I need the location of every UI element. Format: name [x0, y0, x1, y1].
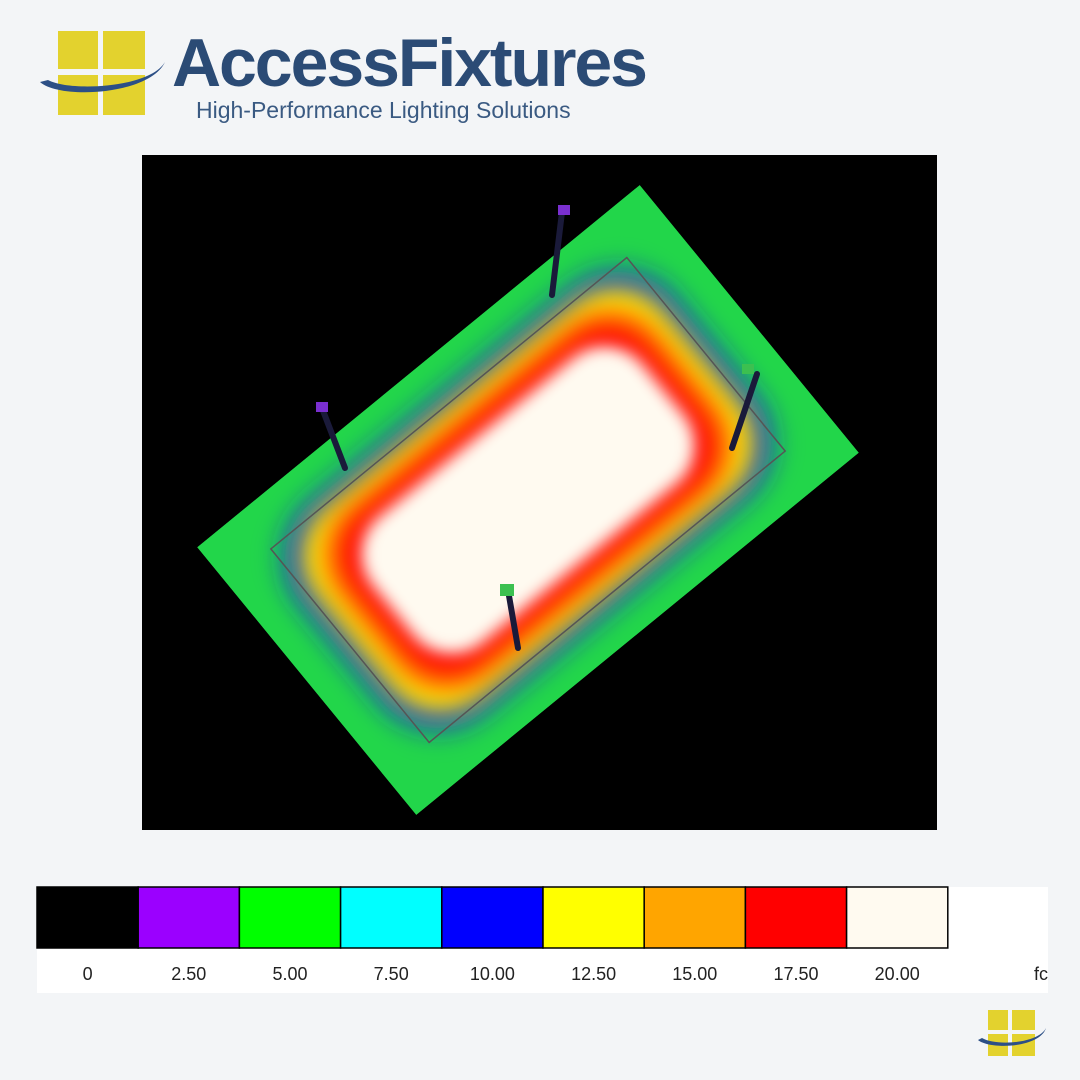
legend-label: 17.50	[773, 964, 818, 984]
legend-label: 12.50	[571, 964, 616, 984]
small-logo	[978, 1010, 1046, 1056]
legend: 0 2.50 5.00 7.50 10.00 12.50 15.00 17.50 20.00	[36, 886, 949, 984]
legend-swatch	[339, 886, 443, 949]
legend-swatch	[137, 886, 241, 949]
legend-unit: fc	[1034, 964, 1048, 984]
legend-label: 20.00	[875, 964, 920, 984]
legend-swatch	[36, 886, 139, 949]
legend-label: 2.50	[171, 964, 206, 984]
logo	[40, 31, 165, 115]
legend-swatch	[744, 886, 848, 949]
legend-swatch	[542, 886, 645, 949]
tagline: High-Performance Lighting Solutions	[196, 97, 571, 123]
legend-swatch	[845, 886, 949, 949]
legend-label: 0	[83, 964, 93, 984]
fixtures	[316, 205, 754, 596]
illuminance-plot	[197, 184, 859, 816]
legend-label: 15.00	[672, 964, 717, 984]
legend-label: 7.50	[374, 964, 409, 984]
poles	[319, 209, 760, 651]
legend-swatch	[238, 886, 342, 949]
legend-swatch	[441, 886, 544, 949]
legend-label: 5.00	[272, 964, 307, 984]
brand: AccessFixtures	[172, 25, 648, 101]
legend-label: 10.00	[470, 964, 515, 984]
legend-swatch	[643, 886, 747, 949]
